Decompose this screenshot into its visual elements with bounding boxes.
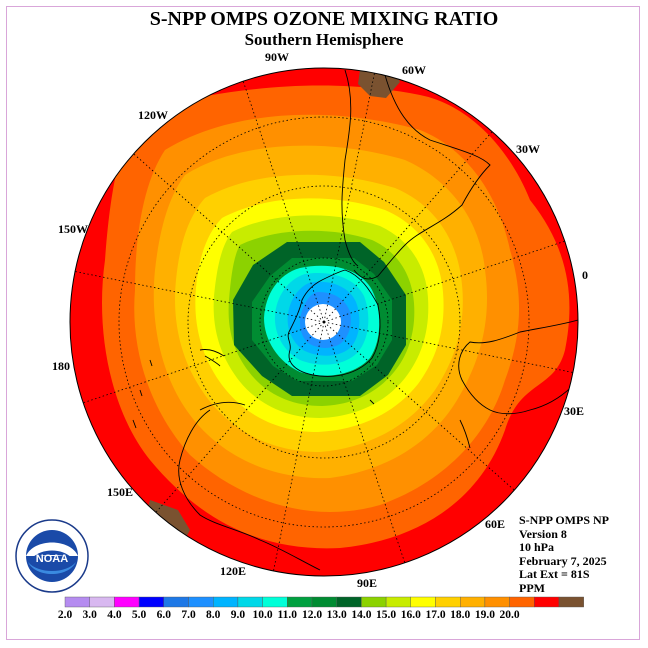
colorbar-swatch [336, 596, 362, 608]
colorbar-tick-label: 16.0 [401, 609, 421, 621]
lon-label-150w: 150W [58, 222, 88, 236]
lon-label-30e: 30E [564, 404, 584, 418]
colorbar-tick-label: 15.0 [376, 609, 396, 621]
info-version: Version 8 [519, 526, 567, 541]
ozone-field [70, 68, 578, 576]
colorbar-swatch [237, 596, 263, 608]
lat-circle-70s [259, 257, 389, 387]
colorbar-swatch [410, 596, 436, 608]
colorbar-swatches [64, 596, 584, 608]
colorbar-swatch [89, 596, 115, 608]
colorbar-swatch [385, 596, 412, 608]
info-level: 10 hPa [519, 540, 555, 554]
colorbar-swatch [138, 596, 165, 608]
colorbar-swatch [534, 596, 560, 608]
colorbar-swatch [163, 596, 189, 608]
madagascar-coast [459, 419, 471, 449]
info-date: February 7, 2025 [519, 553, 607, 568]
lon-label-30w: 30W [516, 142, 540, 156]
colorbar-swatch [262, 596, 288, 608]
map-subtitle: Southern Hemisphere [244, 30, 404, 49]
map-boundary [69, 67, 579, 577]
lon-label-60e: 60E [485, 517, 505, 531]
colorbar-tick-label: 2.0 [58, 609, 73, 621]
africa-coast [458, 319, 578, 415]
map-title: S-NPP OMPS OZONE MIXING RATIO [149, 8, 499, 30]
colorbar-tick-label: 3.0 [83, 609, 98, 621]
longitude-labels: 90W 60W 30W 0 30E 60E 90E 120E 150E 180 … [52, 50, 588, 590]
plot-frame [6, 6, 640, 640]
colorbar-swatch [558, 596, 584, 608]
colorbar-tick-label: 8.0 [206, 609, 221, 621]
colorbar-swatch [188, 596, 214, 608]
lon-label-120e: 120E [220, 564, 246, 578]
colorbar-tick-label: 14.0 [351, 609, 371, 621]
colorbar-tick-labels: 2.0 3.0 4.0 5.0 6.0 7.0 8.0 9.0 10.0 11.0 12.0 13.0… [58, 609, 520, 621]
colorbar-tick-label: 18.0 [450, 609, 470, 621]
info-lat-ext: Lat Ext = 81S [519, 567, 590, 581]
lon-label-120w: 120W [138, 108, 168, 122]
colorbar-tick-label: 7.0 [181, 609, 196, 621]
lon-label-180: 180 [52, 359, 70, 373]
colorbar-tick-label: 20.0 [500, 609, 520, 621]
antarctica-coast [287, 269, 381, 377]
colorbar-swatch [435, 596, 461, 608]
colorbar-tick-label: 11.0 [278, 609, 298, 621]
info-unit: PPM [519, 580, 545, 595]
colorbar-swatch [311, 596, 337, 608]
south-america-coast [341, 69, 491, 280]
colorbar-swatch [484, 596, 510, 608]
colorbar-swatch [212, 596, 239, 608]
coastlines [132, 69, 578, 571]
colorbar-tick-label: 17.0 [425, 609, 445, 621]
graticule [75, 73, 573, 571]
colorbar-swatch [114, 596, 140, 608]
lon-label-60w: 60W [402, 63, 426, 77]
colorbar-tick-label: 6.0 [157, 609, 172, 621]
lon-label-150e: 150E [107, 485, 133, 499]
lat-circle-30s [118, 116, 530, 528]
lat-circle-50s [187, 185, 461, 459]
colorbar-swatch [64, 596, 90, 608]
colorbar: 2.0 3.0 4.0 5.0 6.0 7.0 8.0 9.0 10.0 11.0 12.0 13.0… [58, 596, 584, 621]
colorbar-tick-label: 13.0 [327, 609, 347, 621]
lon-label-90e: 90E [357, 576, 377, 590]
noaa-logo: NOAA [15, 519, 89, 593]
colorbar-tick-label: 12.0 [302, 609, 322, 621]
colorbar-tick-label: 10.0 [253, 609, 273, 621]
logo-text: NOAA [36, 553, 68, 565]
colorbar-tick-label: 19.0 [475, 609, 495, 621]
lon-label-90w: 90W [265, 50, 289, 64]
australia-coast [178, 401, 321, 571]
colorbar-tick-label: 4.0 [107, 609, 122, 621]
new-zealand-coast [199, 349, 225, 367]
lon-label-0: 0 [582, 268, 588, 282]
colorbar-tick-label: 9.0 [231, 609, 246, 621]
colorbar-swatch [460, 596, 486, 608]
info-product: S-NPP OMPS NP [519, 513, 609, 527]
info-panel: S-NPP OMPS NP Version 8 10 hPa February … [519, 513, 609, 595]
colorbar-swatch [509, 596, 535, 608]
colorbar-swatch [287, 596, 313, 608]
sea-islands [132, 359, 375, 429]
colorbar-swatch [361, 596, 387, 608]
colorbar-tick-label: 5.0 [132, 609, 147, 621]
